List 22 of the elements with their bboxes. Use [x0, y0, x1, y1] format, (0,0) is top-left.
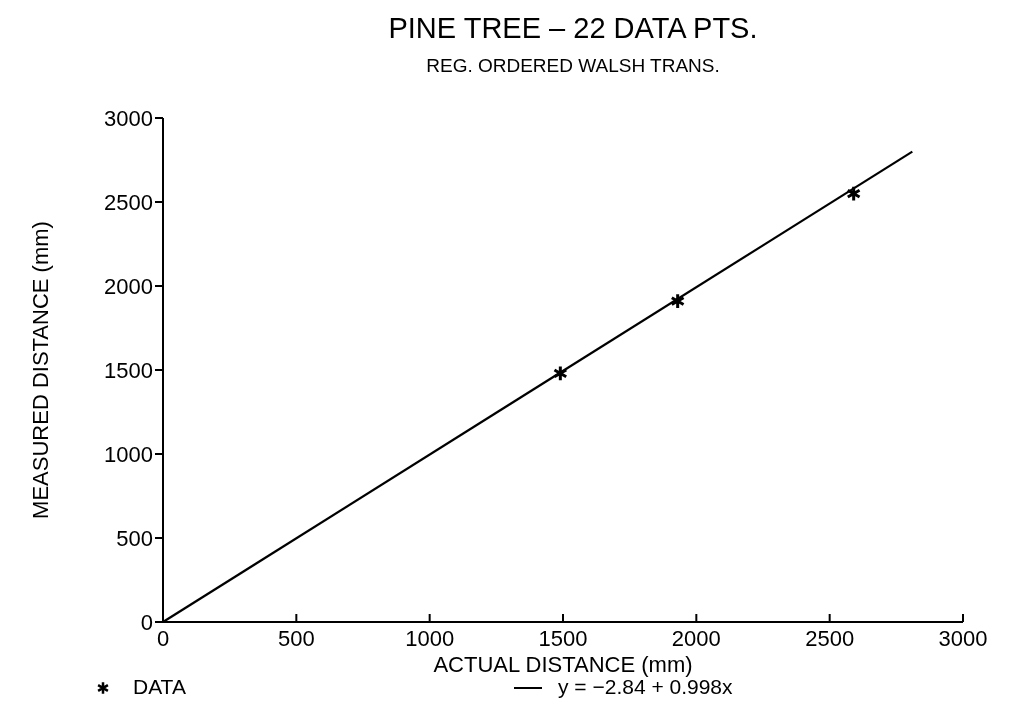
x-tick-label: 2000 [671, 626, 721, 651]
chart-subtitle: REG. ORDERED WALSH TRANS. [426, 55, 720, 76]
x-tick-label: 1000 [405, 626, 455, 651]
y-tick-label: 1000 [104, 441, 153, 467]
y-tick-label: 3000 [104, 105, 153, 131]
x-tick-label: 0 [156, 626, 170, 651]
legend-label: DATA [133, 675, 186, 698]
point [552, 365, 568, 382]
point [846, 185, 862, 202]
y-axis-title: MEASURED DISTANCE (mm) [28, 221, 53, 519]
chart-title: PINE TREE – 22 DATA PTS. [388, 12, 758, 44]
x-tick-label: 3000 [938, 626, 988, 651]
y-tick-label: 0 [140, 609, 153, 635]
point [670, 292, 686, 310]
x-tick-label: 2500 [805, 626, 855, 651]
x-tick-label: 500 [277, 626, 315, 651]
y-tick-label: 1500 [104, 357, 153, 383]
x-tick-label: 1500 [538, 626, 588, 651]
y-tick-label: 2000 [104, 273, 153, 299]
x-axis-title: ACTUAL DISTANCE (mm) [433, 652, 693, 677]
y-tick-label: 500 [116, 525, 153, 551]
y-tick-label: 2500 [104, 189, 153, 215]
